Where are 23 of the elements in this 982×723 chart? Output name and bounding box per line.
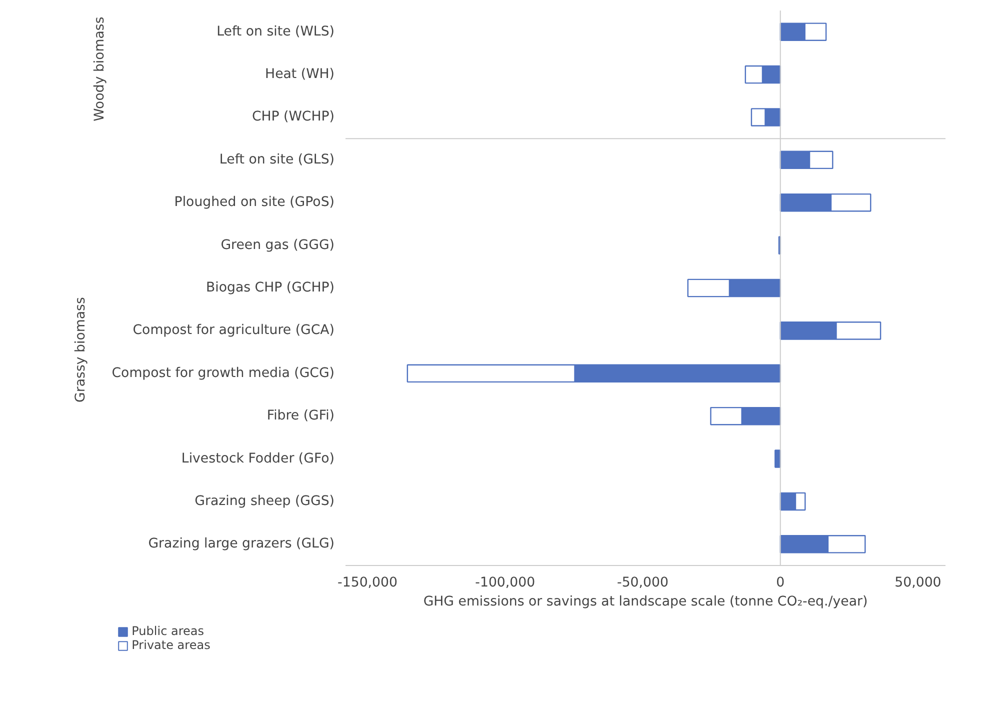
x-tick-label: -100,000	[475, 576, 536, 590]
legend-label: Private areas	[132, 638, 210, 652]
y-tick-label: Fibre (GFi)	[266, 408, 335, 424]
y-tick-label: Ploughed on site (GPoS)	[174, 195, 335, 210]
x-axis-title: GHG emissions or savings at landscape scale (tonne CO₂-eq./year)	[423, 594, 868, 610]
x-tick-label: -50,000	[617, 576, 668, 590]
y-tick-label: Compost for agriculture (GCA)	[132, 323, 334, 338]
y-tick-label: Green gas (GGG)	[220, 238, 335, 253]
text: Woody biomass	[92, 16, 108, 122]
x-tick-label: 50,000	[894, 576, 942, 590]
y-tick-label: Left on site (WLS)	[216, 24, 335, 40]
y-tick-label: CHP (WCHP)	[252, 110, 334, 125]
y-tick-label: Grazing sheep (GGS)	[194, 494, 335, 509]
y-tick-label: Heat (WH)	[265, 67, 334, 82]
x-tick-label: -150,000	[338, 576, 398, 590]
y-tick-label: Compost for growth media (GCG)	[112, 366, 335, 381]
y-tick-label: Livestock Fodder (GFo)	[181, 451, 335, 466]
x-tick-label: 0	[776, 576, 785, 590]
y-tick-label: Biogas CHP (GCHP)	[206, 280, 335, 296]
y-tick-label: Grazing large grazers (GLG)	[148, 536, 335, 552]
legend-label: Public areas	[132, 624, 204, 638]
y-tick-label: Left on site (GLS)	[219, 152, 335, 168]
text: Grassy biomass	[74, 297, 88, 402]
